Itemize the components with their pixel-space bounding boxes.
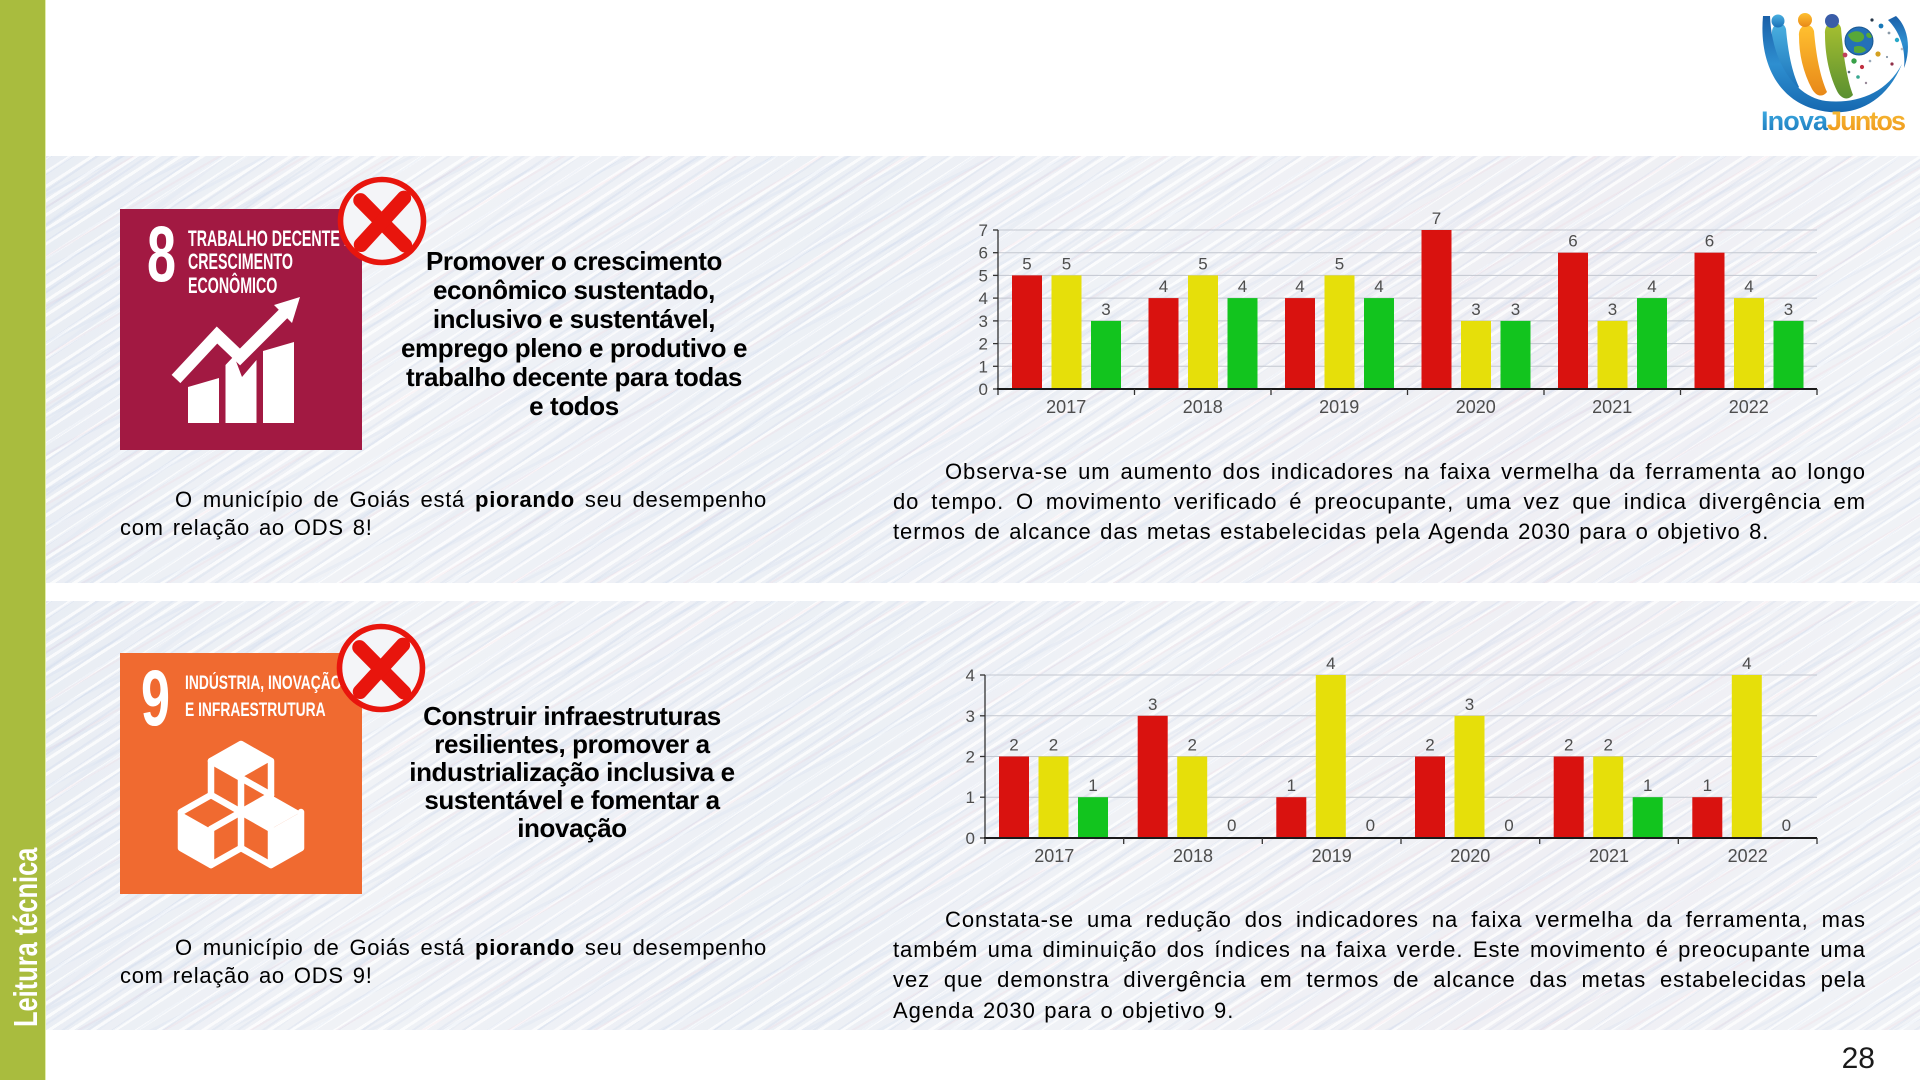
svg-text:0: 0	[979, 380, 988, 399]
svg-text:3: 3	[1148, 695, 1157, 714]
svg-text:2: 2	[1009, 736, 1018, 755]
svg-text:3: 3	[1471, 300, 1480, 319]
svg-text:4: 4	[1295, 277, 1304, 296]
svg-text:3: 3	[1608, 300, 1617, 319]
svg-text:0: 0	[1504, 816, 1513, 835]
svg-text:2: 2	[1049, 736, 1058, 755]
svg-text:3: 3	[1784, 300, 1793, 319]
svg-text:2020: 2020	[1450, 846, 1490, 866]
svg-text:2: 2	[1425, 736, 1434, 755]
svg-text:0: 0	[966, 829, 975, 848]
svg-text:3: 3	[1511, 300, 1520, 319]
svg-text:2019: 2019	[1319, 397, 1359, 417]
svg-text:2021: 2021	[1592, 397, 1632, 417]
svg-text:5: 5	[1335, 254, 1344, 273]
svg-text:1: 1	[979, 357, 988, 376]
svg-text:0: 0	[1227, 816, 1236, 835]
svg-text:2018: 2018	[1173, 846, 1213, 866]
svg-text:4: 4	[1742, 654, 1751, 673]
svg-text:4: 4	[1647, 277, 1656, 296]
svg-text:2: 2	[1603, 736, 1612, 755]
svg-text:4: 4	[966, 666, 975, 685]
svg-text:7: 7	[979, 221, 988, 240]
svg-text:4: 4	[1744, 277, 1753, 296]
svg-text:5: 5	[1062, 254, 1071, 273]
svg-text:5: 5	[979, 266, 988, 285]
svg-text:1: 1	[1703, 776, 1712, 795]
svg-text:7: 7	[1432, 209, 1441, 228]
svg-text:1: 1	[1287, 776, 1296, 795]
svg-text:6: 6	[1705, 232, 1714, 251]
svg-text:0: 0	[1366, 816, 1375, 835]
svg-text:3: 3	[979, 312, 988, 331]
svg-text:1: 1	[966, 788, 975, 807]
svg-text:4: 4	[979, 289, 988, 308]
svg-text:2: 2	[1564, 736, 1573, 755]
svg-text:5: 5	[1022, 254, 1031, 273]
svg-text:Juntos: Juntos	[1827, 106, 1905, 136]
svg-text:2017: 2017	[1046, 397, 1086, 417]
svg-text:1: 1	[1643, 776, 1652, 795]
svg-text:4: 4	[1374, 277, 1383, 296]
svg-text:2: 2	[966, 748, 975, 767]
svg-text:4: 4	[1238, 277, 1247, 296]
svg-text:Inova: Inova	[1761, 106, 1829, 136]
svg-text:2020: 2020	[1456, 397, 1496, 417]
svg-text:4: 4	[1159, 277, 1168, 296]
svg-text:2019: 2019	[1312, 846, 1352, 866]
svg-text:2017: 2017	[1034, 846, 1074, 866]
svg-text:1: 1	[1088, 776, 1097, 795]
svg-text:2: 2	[1187, 736, 1196, 755]
svg-text:5: 5	[1198, 254, 1207, 273]
svg-text:2022: 2022	[1729, 397, 1769, 417]
svg-text:2021: 2021	[1589, 846, 1629, 866]
svg-text:3: 3	[1465, 695, 1474, 714]
svg-text:2: 2	[979, 335, 988, 354]
svg-text:6: 6	[1568, 232, 1577, 251]
svg-text:3: 3	[966, 707, 975, 726]
svg-text:6: 6	[979, 244, 988, 263]
svg-text:3: 3	[1101, 300, 1110, 319]
svg-text:4: 4	[1326, 654, 1335, 673]
svg-text:0: 0	[1782, 816, 1791, 835]
svg-text:2018: 2018	[1183, 397, 1223, 417]
svg-text:2022: 2022	[1728, 846, 1768, 866]
